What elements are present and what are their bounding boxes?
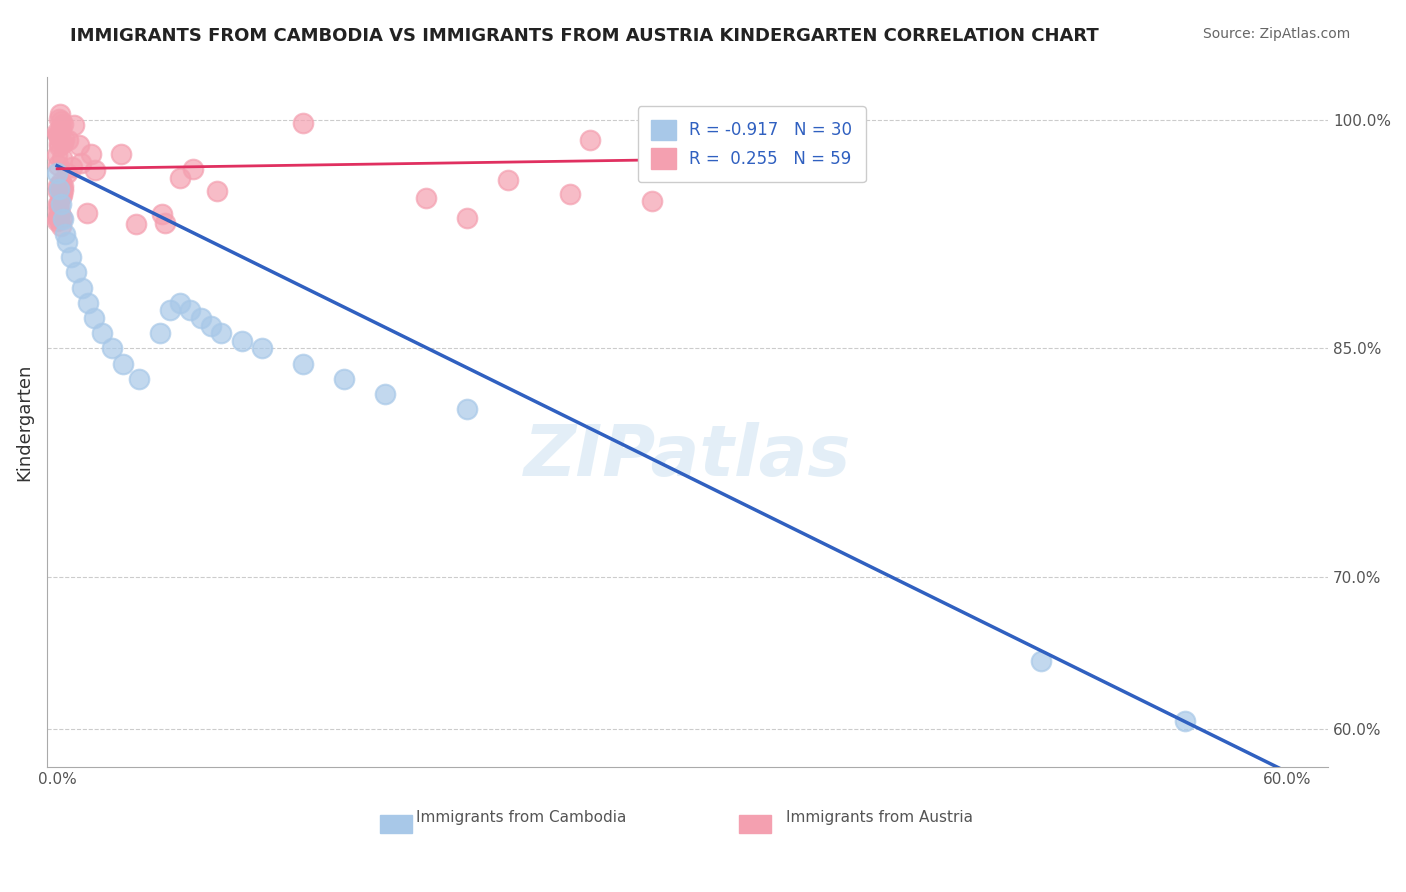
Point <box>49 107 72 121</box>
Point <box>640 194 662 208</box>
Point <box>190 311 212 326</box>
Point <box>48 211 70 226</box>
Point <box>56 133 79 147</box>
Point <box>159 303 181 318</box>
Point <box>49 131 72 145</box>
Point <box>150 207 173 221</box>
Point <box>49 114 72 128</box>
Text: ZIPatlas: ZIPatlas <box>524 422 851 491</box>
Point <box>292 116 315 130</box>
Point <box>48 178 70 193</box>
Point <box>1174 714 1197 729</box>
Point <box>456 402 478 417</box>
Point <box>149 326 172 341</box>
Point <box>128 372 150 386</box>
Point <box>48 112 70 127</box>
Point <box>52 182 75 196</box>
Point <box>110 147 132 161</box>
Point <box>51 182 73 196</box>
Point <box>52 136 75 151</box>
Point <box>52 178 75 193</box>
Point <box>51 188 73 202</box>
Point <box>46 212 69 227</box>
Point <box>49 131 72 145</box>
Point <box>51 211 73 226</box>
Point <box>101 342 124 356</box>
Point <box>48 136 70 151</box>
Point <box>65 265 87 279</box>
Point <box>46 203 69 218</box>
Point <box>49 175 72 189</box>
Point <box>231 334 253 348</box>
Point <box>46 214 69 228</box>
Point <box>77 295 100 310</box>
Point <box>183 161 205 176</box>
Point <box>83 311 105 326</box>
Point <box>292 357 315 371</box>
Point <box>46 166 69 180</box>
Point <box>496 173 519 187</box>
Bar <box>380 815 412 832</box>
Point <box>46 210 69 224</box>
Point <box>415 191 437 205</box>
Point <box>53 227 76 242</box>
Point <box>49 121 72 136</box>
Point <box>207 184 229 198</box>
Point <box>46 148 69 162</box>
Point <box>169 295 191 310</box>
Point <box>250 342 273 356</box>
Text: Source: ZipAtlas.com: Source: ZipAtlas.com <box>1202 27 1350 41</box>
Point <box>48 158 70 172</box>
Point <box>60 250 83 264</box>
Point <box>49 182 72 196</box>
Point <box>200 318 222 333</box>
Point <box>55 166 77 180</box>
Point <box>51 152 73 166</box>
Bar <box>738 815 770 832</box>
Text: Immigrants from Austria: Immigrants from Austria <box>786 810 973 825</box>
Point <box>52 118 75 132</box>
Point <box>155 216 177 230</box>
Point <box>76 206 98 220</box>
Point <box>53 131 76 145</box>
Point <box>56 235 79 249</box>
Point <box>456 211 478 225</box>
Point <box>46 127 69 141</box>
Point <box>46 128 69 142</box>
Point <box>67 138 90 153</box>
Point <box>48 139 70 153</box>
Point <box>69 155 91 169</box>
Point <box>179 303 201 318</box>
Text: IMMIGRANTS FROM CAMBODIA VS IMMIGRANTS FROM AUSTRIA KINDERGARTEN CORRELATION CHA: IMMIGRANTS FROM CAMBODIA VS IMMIGRANTS F… <box>70 27 1099 45</box>
Point <box>49 219 72 233</box>
Point <box>70 280 93 294</box>
Point <box>46 197 69 211</box>
Point <box>84 163 107 178</box>
Point <box>558 186 581 201</box>
Point <box>91 326 114 341</box>
Y-axis label: Kindergarten: Kindergarten <box>15 364 32 481</box>
Point <box>125 217 148 231</box>
Point <box>60 160 83 174</box>
Point <box>374 387 396 401</box>
Text: Immigrants from Cambodia: Immigrants from Cambodia <box>416 810 626 825</box>
Point <box>579 133 602 147</box>
Point <box>80 146 103 161</box>
Point <box>111 357 134 371</box>
Point <box>48 181 70 195</box>
Point <box>63 119 86 133</box>
Point <box>49 206 72 220</box>
Legend: R = -0.917   N = 30, R =  0.255   N = 59: R = -0.917 N = 30, R = 0.255 N = 59 <box>637 106 866 182</box>
Point <box>46 184 69 198</box>
Point <box>1029 654 1052 668</box>
Point <box>333 372 356 386</box>
Point <box>169 170 191 185</box>
Point <box>209 326 232 341</box>
Point <box>52 212 75 227</box>
Point <box>46 125 69 139</box>
Point <box>48 197 70 211</box>
Point <box>51 196 73 211</box>
Point <box>51 187 73 202</box>
